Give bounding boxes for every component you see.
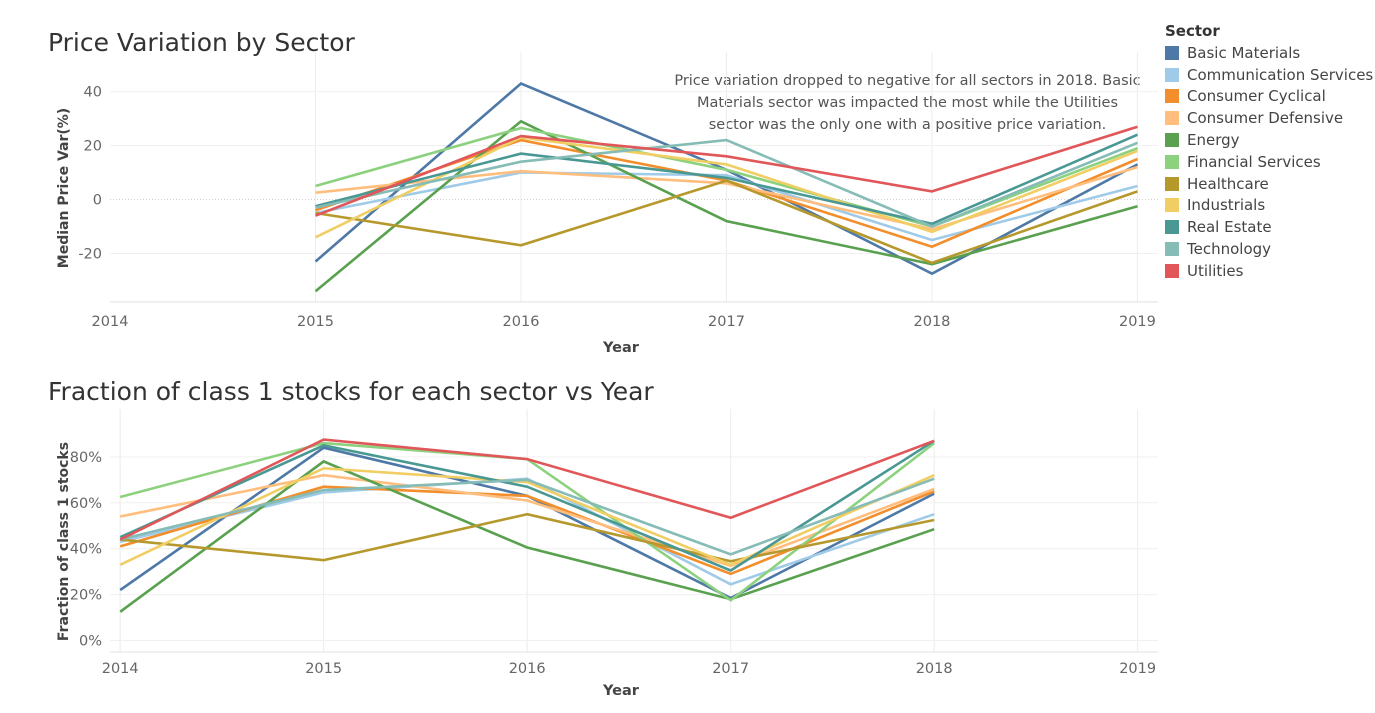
x-tick-label: 2018: [916, 661, 953, 677]
series-line-technology: [119, 477, 935, 556]
legend-item-technology[interactable]: Technology: [1165, 238, 1373, 260]
legend-item-consumer-defensive[interactable]: Consumer Defensive: [1165, 107, 1373, 129]
y-tick-label: 20%: [70, 588, 102, 604]
series-line-technology: [315, 138, 1138, 228]
series-line-utilities: [119, 438, 935, 541]
chart-title-price-variation: Price Variation by Sector: [48, 28, 355, 57]
chart-title-class1-fraction: Fraction of class 1 stocks for each sect…: [48, 377, 654, 406]
legend-label-consumer-defensive: Consumer Defensive: [1187, 109, 1344, 128]
legend-title: Sector: [1165, 22, 1220, 40]
legend-swatch-financial-services: [1165, 154, 1179, 169]
x-tick-label: 2015: [297, 314, 334, 330]
series-line-communication-services: [315, 171, 1138, 242]
legend-swatch-healthcare: [1165, 176, 1179, 191]
legend-label-utilities: Utilities: [1187, 261, 1244, 280]
legend-item-industrials[interactable]: Industrials: [1165, 195, 1373, 217]
y-axis-label: Median Price Var(%): [56, 108, 72, 268]
legend-label-real-estate: Real Estate: [1187, 218, 1272, 237]
x-axis-label: Year: [602, 683, 640, 699]
legend-item-energy[interactable]: Energy: [1165, 129, 1373, 151]
legend-swatch-energy: [1165, 133, 1179, 148]
y-tick-label: 80%: [70, 450, 102, 466]
x-tick-label: 2017: [712, 661, 749, 677]
series-line-healthcare: [315, 179, 1138, 265]
x-tick-label: 2014: [92, 314, 129, 330]
legend-swatch-technology: [1165, 242, 1179, 257]
series-line-real-estate: [119, 439, 935, 572]
annotation-line-1: Price variation dropped to negative for …: [674, 73, 1141, 89]
y-tick-label: 0: [93, 192, 102, 208]
x-tick-label: 2016: [503, 314, 540, 330]
legend-label-communication-services: Communication Services: [1187, 65, 1374, 84]
annotation-line-2: Materials sector was impacted the most w…: [696, 95, 1119, 111]
legend-label-energy: Energy: [1187, 131, 1240, 150]
x-tick-label: 2014: [102, 661, 139, 677]
legend-label-healthcare: Healthcare: [1187, 174, 1269, 193]
series-line-healthcare: [120, 512, 935, 563]
legend-swatch-consumer-cyclical: [1165, 89, 1179, 104]
legend-swatch-utilities: [1165, 263, 1179, 278]
x-tick-label: 2016: [509, 661, 546, 677]
y-tick-label: 0%: [79, 634, 102, 650]
x-axis-label: Year: [602, 340, 640, 356]
legend-item-basic-materials[interactable]: Basic Materials: [1165, 42, 1373, 64]
x-tick-label: 2019: [1119, 661, 1156, 677]
x-tick-label: 2019: [1119, 314, 1156, 330]
legend-item-communication-services[interactable]: Communication Services: [1165, 64, 1373, 86]
series-line-utilities: [315, 125, 1138, 217]
chart-annotation: Price variation dropped to negative for …: [640, 70, 1175, 136]
legend-item-utilities[interactable]: Utilities: [1165, 260, 1373, 282]
y-tick-label: 40: [84, 85, 102, 101]
legend-item-consumer-cyclical[interactable]: Consumer Cyclical: [1165, 86, 1373, 108]
x-tick-label: 2018: [914, 314, 951, 330]
series-line-energy: [119, 459, 935, 613]
legend-item-financial-services[interactable]: Financial Services: [1165, 151, 1373, 173]
legend-label-technology: Technology: [1187, 240, 1272, 259]
legend-swatch-basic-materials: [1165, 45, 1179, 60]
annotation-line-3: sector was the only one with a positive …: [708, 117, 1107, 133]
y-tick-label: 40%: [70, 542, 102, 558]
legend-label-consumer-cyclical: Consumer Cyclical: [1187, 87, 1326, 106]
legend-label-basic-materials: Basic Materials: [1187, 43, 1301, 62]
legend-swatch-industrials: [1165, 198, 1179, 213]
legend-label-industrials: Industrials: [1187, 196, 1266, 215]
series-line-industrials: [119, 466, 935, 567]
series-line-consumer-defensive: [119, 473, 935, 568]
legend-swatch-consumer-defensive: [1165, 111, 1179, 126]
legend-swatch-communication-services: [1165, 67, 1179, 82]
y-tick-label: 60%: [70, 496, 102, 512]
legend-item-healthcare[interactable]: Healthcare: [1165, 173, 1373, 195]
sector-legend: Sector Basic Materials Communication Serv…: [1165, 22, 1373, 282]
legend-items: Basic Materials Communication Services Con…: [1165, 42, 1373, 282]
y-tick-label: -20: [78, 246, 102, 262]
y-tick-label: 20: [84, 139, 102, 155]
series-line-real-estate: [315, 133, 1139, 226]
series-line-financial-services: [315, 126, 1138, 228]
y-axis-label: Fraction of class 1 stocks: [56, 442, 72, 641]
x-tick-label: 2015: [305, 661, 342, 677]
legend-item-real-estate[interactable]: Real Estate: [1165, 216, 1373, 238]
legend-label-financial-services: Financial Services: [1187, 152, 1321, 171]
x-tick-label: 2017: [708, 314, 745, 330]
legend-swatch-real-estate: [1165, 220, 1179, 235]
